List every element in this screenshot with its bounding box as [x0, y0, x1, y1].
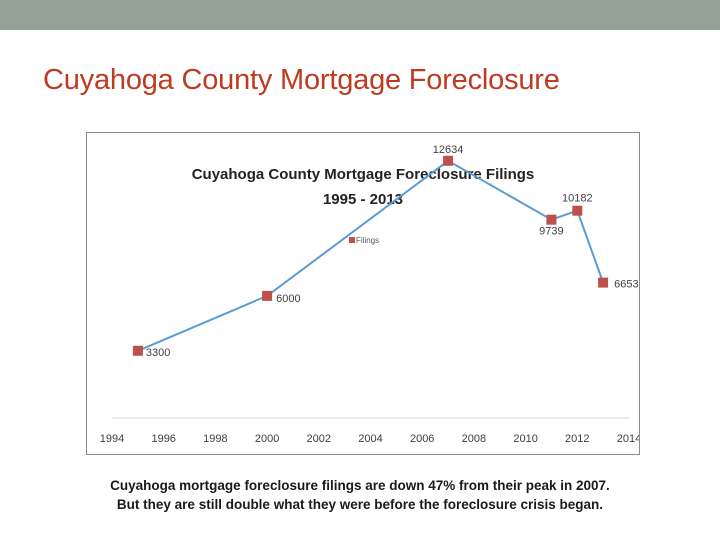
caption-line-2: But they are still double what they were…	[116, 497, 604, 512]
x-tick-label-2008: 2008	[462, 433, 486, 445]
line-chart: Cuyahoga County Mortgage Foreclosure Fil…	[100, 144, 641, 445]
x-tick-label-2002: 2002	[307, 433, 331, 445]
series-line	[137, 159, 605, 352]
data-point-2011	[546, 214, 557, 225]
x-tick-label-2000: 2000	[255, 433, 279, 445]
x-tick-label-2014: 2014	[617, 433, 639, 445]
chart-title-line2: 1995 - 2013	[323, 191, 403, 208]
data-point-2007	[443, 155, 454, 166]
data-point-2000	[262, 290, 273, 301]
caption-line-1: Cuyahoga mortgage foreclosure filings ar…	[110, 478, 610, 493]
chart-frame: Cuyahoga County Mortgage Foreclosure Fil…	[86, 132, 641, 455]
legend: Filings	[349, 236, 379, 245]
data-point-2012	[572, 205, 583, 216]
data-label-2012: 10182	[562, 193, 593, 205]
x-tick-label-2006: 2006	[410, 433, 434, 445]
top-bar	[0, 0, 720, 30]
caption: Cuyahoga mortgage foreclosure filings ar…	[0, 476, 720, 514]
data-label-1995: 3300	[146, 347, 170, 359]
series-filings: 3300 6000 12634 9739 10182 6653	[132, 144, 639, 359]
x-tick-label-2012: 2012	[565, 433, 589, 445]
data-point-1995	[132, 345, 143, 356]
x-tick-label-1996: 1996	[151, 433, 175, 445]
data-label-2000: 6000	[276, 293, 300, 305]
x-axis-ticks: 1994 1996 1998 2000 2002 2004 2006 2008 2010 2012…	[100, 433, 641, 445]
x-tick-label-1994: 1994	[100, 433, 124, 445]
data-point-2013	[598, 277, 609, 288]
x-tick-label-2010: 2010	[513, 433, 537, 445]
data-label-2007: 12634	[433, 144, 464, 156]
x-tick-label-2004: 2004	[358, 433, 382, 445]
x-tick-label-1998: 1998	[203, 433, 227, 445]
data-label-2013: 6653	[614, 279, 638, 291]
slide-title: Cuyahoga County Mortgage Foreclosure	[43, 64, 560, 96]
legend-swatch	[349, 237, 355, 243]
chart-title-line1: Cuyahoga County Mortgage Foreclosure Fil…	[192, 166, 535, 183]
legend-label: Filings	[356, 236, 379, 245]
data-label-2011: 9739	[539, 226, 563, 238]
